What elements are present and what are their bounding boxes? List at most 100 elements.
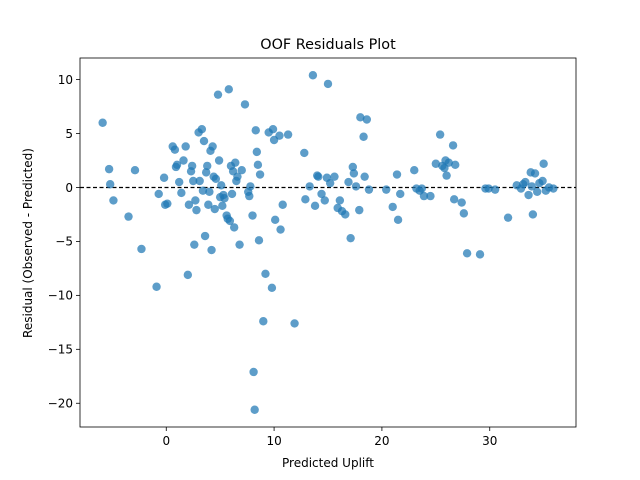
data-point (229, 223, 239, 232)
data-point (233, 172, 242, 181)
data-point (172, 160, 182, 170)
data-point (276, 225, 285, 234)
data-point (503, 213, 513, 222)
data-point (214, 156, 224, 165)
data-point (109, 196, 118, 205)
data-point (254, 236, 264, 245)
data-point (462, 249, 472, 258)
data-point (198, 186, 208, 195)
data-point (218, 201, 227, 211)
data-point (448, 141, 458, 150)
data-point (320, 196, 329, 205)
data-point (225, 216, 235, 226)
data-point (532, 187, 542, 196)
data-point (177, 188, 186, 198)
data-point (163, 199, 172, 208)
data-point (187, 161, 197, 171)
data-point (549, 184, 558, 193)
data-point (444, 158, 453, 167)
data-point (259, 317, 268, 326)
x-tick-label: 20 (374, 434, 389, 448)
data-point (349, 169, 359, 178)
y-tick-label: −15 (48, 343, 73, 357)
data-point (449, 195, 459, 204)
data-point (210, 204, 219, 214)
data-point (183, 270, 193, 280)
data-point (524, 190, 533, 200)
data-point (207, 245, 216, 255)
y-tick-label: 10 (58, 73, 73, 87)
y-axis-label: Residual (Observed - Predicted) (21, 148, 35, 338)
chart-title: OOF Residuals Plot (260, 37, 396, 53)
data-point (250, 405, 259, 414)
data-point (344, 177, 353, 187)
data-point (348, 162, 357, 172)
data-point (530, 169, 540, 178)
data-point (217, 181, 226, 190)
data-point (208, 142, 217, 151)
data-point (355, 205, 364, 215)
data-point (351, 182, 361, 191)
data-point (396, 189, 405, 199)
data-point (205, 187, 214, 196)
data-point (195, 176, 204, 186)
data-point (538, 176, 547, 186)
data-point (267, 283, 277, 293)
data-point (137, 244, 146, 254)
data-point (360, 172, 369, 181)
data-point (104, 164, 114, 174)
data-point (192, 205, 201, 215)
axes-frame (79, 57, 577, 428)
data-point (249, 367, 258, 377)
data-point (283, 130, 293, 139)
data-point (278, 200, 287, 209)
y-tick-label: −5 (55, 235, 73, 249)
x-axis-label: Predicted Uplift (282, 456, 374, 470)
y-tick-label: −10 (48, 289, 73, 303)
data-point (539, 159, 548, 168)
data-point (240, 100, 250, 109)
data-point (528, 210, 538, 219)
data-point (431, 159, 441, 168)
data-point (152, 282, 161, 291)
data-point (323, 79, 333, 89)
y-tick-label: 0 (65, 181, 73, 195)
data-point (204, 200, 213, 209)
data-point (388, 202, 397, 212)
data-point (201, 168, 211, 177)
data-point (490, 185, 500, 194)
data-point (190, 240, 199, 249)
data-point (248, 211, 257, 220)
data-point (301, 195, 310, 204)
data-point (154, 189, 163, 199)
data-point (435, 130, 445, 139)
x-tick-label: 0 (162, 434, 170, 448)
data-point (459, 209, 469, 218)
y-tick-label: 5 (65, 127, 73, 141)
data-point (181, 142, 190, 151)
data-point (224, 85, 233, 94)
data-point (211, 174, 221, 184)
data-point (184, 200, 194, 209)
data-point (308, 71, 318, 80)
data-point (392, 170, 402, 179)
data-point (451, 160, 460, 170)
data-point (362, 115, 372, 124)
data-point (484, 184, 493, 193)
data-point (359, 132, 368, 141)
data-point (268, 125, 278, 134)
data-point (124, 212, 133, 221)
data-point (189, 176, 198, 186)
data-point (290, 319, 299, 328)
data-point (213, 90, 223, 99)
data-point (410, 166, 419, 175)
data-point (261, 269, 270, 278)
data-point (310, 201, 320, 211)
data-point (314, 172, 323, 181)
data-point (275, 131, 284, 140)
data-point (237, 166, 246, 175)
data-point (335, 196, 345, 205)
data-point (245, 191, 254, 201)
